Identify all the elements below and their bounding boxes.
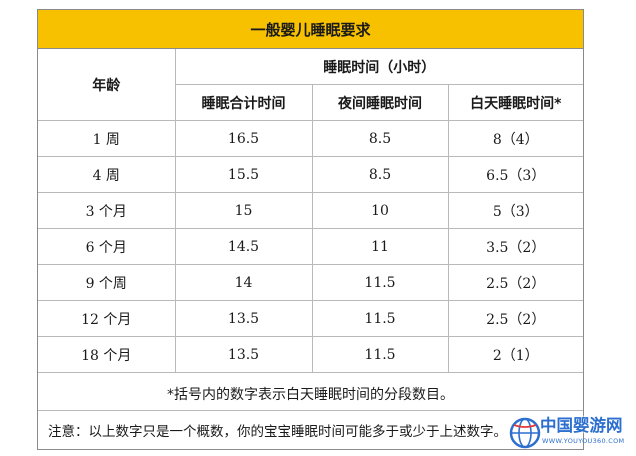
cell-day: 8（4） xyxy=(447,120,583,157)
table-row: 6 个月 14.5 11 3.5（2） xyxy=(38,228,583,265)
cell-age: 3 个月 xyxy=(38,192,176,229)
cell-age: 6 个月 xyxy=(38,228,176,265)
cell-total: 14.5 xyxy=(174,228,313,265)
cell-age: 1 周 xyxy=(38,120,176,157)
sleep-grid: 年龄 睡眠时间（小时） 睡眠合计时间 夜间睡眠时间 白天睡眠时间* 1 周 16… xyxy=(38,49,583,373)
cell-age: 4 周 xyxy=(38,156,176,193)
cell-total: 16.5 xyxy=(174,120,313,157)
table-row: 18 个月 13.5 11.5 2（1） xyxy=(38,336,583,373)
cell-day: 2.5（2） xyxy=(447,264,583,301)
cell-total: 15 xyxy=(174,192,313,229)
cell-day: 2（1） xyxy=(447,336,583,373)
cell-night: 11.5 xyxy=(311,264,449,301)
cell-night: 11 xyxy=(311,228,449,265)
cell-night: 11.5 xyxy=(311,336,449,373)
cell-total: 13.5 xyxy=(174,336,313,373)
watermark-text: 中国婴游网 xyxy=(540,416,623,435)
header-night: 夜间睡眠时间 xyxy=(311,84,449,121)
cell-age: 18 个月 xyxy=(38,336,176,373)
cell-total: 15.5 xyxy=(174,156,313,193)
cell-total: 13.5 xyxy=(174,300,313,337)
table-row: 9 个周 14 11.5 2.5（2） xyxy=(38,264,583,301)
header-day: 白天睡眠时间* xyxy=(447,84,583,121)
disclaimer-note: 注意：以上数字只是一个概数，你的宝宝睡眠时间可能多于或少于上述数字。 xyxy=(48,424,507,440)
cell-total: 14 xyxy=(174,264,313,301)
watermark-url: WWW.YOUYOU360.COM xyxy=(542,437,625,445)
cell-day: 3.5（2） xyxy=(447,228,583,265)
site-watermark: 中国婴游网 WWW.YOUYOU360.COM xyxy=(508,412,636,456)
sleep-requirements-table: 一般婴儿睡眠要求 年龄 睡眠时间（小时） 睡眠合计时间 夜间睡眠时间 白天睡眠时… xyxy=(37,9,584,450)
cell-night: 10 xyxy=(311,192,449,229)
cell-night: 8.5 xyxy=(311,120,449,157)
table-row: 3 个月 15 10 5（3） xyxy=(38,192,583,229)
cell-day: 2.5（2） xyxy=(447,300,583,337)
table-row: 4 周 15.5 8.5 6.5（3） xyxy=(38,156,583,193)
table-title: 一般婴儿睡眠要求 xyxy=(38,10,583,49)
table-row: 1 周 16.5 8.5 8（4） xyxy=(38,120,583,157)
header-sleep-time: 睡眠时间（小时） xyxy=(174,49,583,85)
cell-day: 5（3） xyxy=(447,192,583,229)
footnote: *括号内的数字表示白天睡眠时间的分段数目。 xyxy=(38,377,583,411)
cell-age: 12 个月 xyxy=(38,300,176,337)
cell-day: 6.5（3） xyxy=(447,156,583,193)
header-age: 年龄 xyxy=(38,49,176,121)
globe-logo-icon xyxy=(509,417,541,449)
header-total: 睡眠合计时间 xyxy=(175,84,313,121)
cell-age: 9 个周 xyxy=(38,264,176,301)
table-row: 12 个月 13.5 11.5 2.5（2） xyxy=(38,300,583,337)
cell-night: 11.5 xyxy=(311,300,449,337)
cell-night: 8.5 xyxy=(311,156,449,193)
